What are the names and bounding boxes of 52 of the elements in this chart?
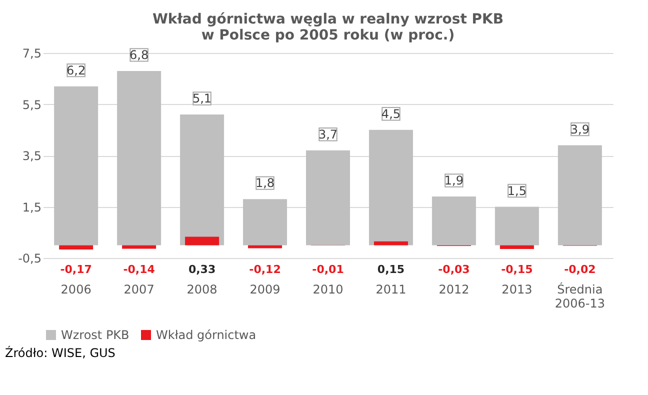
legend-label: Wzrost PKB (61, 328, 130, 342)
text: w Polsce po 2005 roku (w proc.) (201, 28, 455, 44)
bar (558, 145, 602, 246)
data-label: 1,8 (255, 176, 275, 190)
bar (243, 199, 288, 246)
x-tick-label: 2012 (438, 282, 470, 296)
y-tick-label: -0,5 (18, 252, 42, 266)
x-tick-label: 2010 (312, 282, 344, 296)
data-label: 0,15 (377, 263, 405, 276)
bar (54, 86, 98, 246)
bar (374, 241, 408, 246)
bar (185, 236, 220, 246)
x-tick-label: 2007 (124, 282, 154, 296)
data-label: 5,1 (192, 92, 212, 106)
data-label: 4,5 (381, 106, 401, 121)
x-tick-label: Średnia 2006-13 (554, 282, 606, 310)
legend-label: Wkład górnictwa (156, 328, 256, 342)
y-tick-label: 5,5 (22, 98, 42, 112)
bar (122, 245, 156, 249)
data-label: -0,14 (123, 263, 156, 276)
data-label: -0,17 (60, 263, 92, 276)
x-tick-label: 2008 (186, 282, 218, 296)
bar (432, 196, 476, 246)
data-label: 3,7 (318, 127, 338, 142)
bar (248, 245, 282, 248)
x-tick-label: 2013 (502, 282, 532, 296)
data-label: -0,02 (564, 263, 596, 276)
bar (306, 150, 350, 246)
data-label: 6,2 (66, 63, 86, 78)
bar (368, 130, 413, 246)
bar (494, 206, 539, 246)
y-tick-label: 1,5 (22, 200, 42, 214)
bar (117, 70, 162, 246)
data-label: -0,12 (249, 263, 281, 276)
bar (500, 245, 534, 250)
data-label: 0,33 (188, 263, 216, 276)
bar (180, 114, 224, 246)
data-label: 1,9 (444, 174, 464, 188)
data-label: 6,8 (130, 48, 149, 62)
data-label: -0,01 (312, 263, 344, 276)
data-label: 1,5 (507, 184, 526, 198)
x-tick-label: 2009 (250, 282, 280, 296)
data-label: 3,9 (570, 122, 590, 136)
data-label: -0,03 (438, 263, 470, 276)
text: Źródło: WISE, GUS (5, 345, 116, 360)
text: Wkład górnictwa węgla w realny wzrost PKB (152, 12, 504, 28)
data-label: -0,15 (501, 263, 533, 276)
x-tick-label: 2006 (60, 282, 92, 296)
y-tick-label: 7,5 (22, 46, 42, 60)
y-tick-label: 3,5 (22, 149, 42, 163)
bar (59, 245, 94, 250)
x-tick-label: 2011 (376, 282, 406, 296)
